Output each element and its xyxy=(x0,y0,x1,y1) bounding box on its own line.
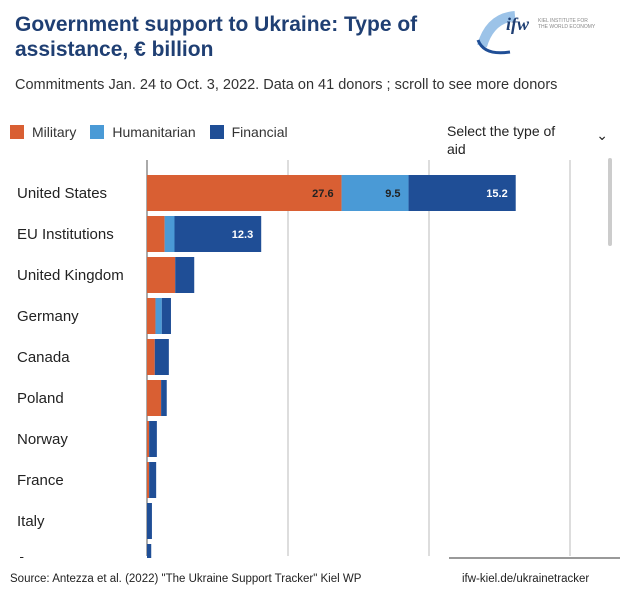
bar-military[interactable] xyxy=(147,298,156,334)
category-label: Canada xyxy=(17,349,70,366)
bar-row[interactable]: United Kingdom xyxy=(17,257,195,293)
legend-financial: Financial xyxy=(209,124,288,140)
bar-military[interactable] xyxy=(147,380,162,416)
bar-chart: United States 27.6 9.5 15.2 EU Institutions 1… xyxy=(17,160,620,560)
bar-financial[interactable] xyxy=(175,257,195,293)
legend: Military Humanitarian Financial xyxy=(10,124,288,140)
military-swatch xyxy=(10,125,24,139)
bar-row[interactable]: Canada xyxy=(17,339,169,375)
bar-row[interactable]: Italy xyxy=(17,503,152,539)
bar-financial[interactable] xyxy=(161,380,167,416)
bar-row[interactable]: United States 27.6 9.5 15.2 xyxy=(17,175,516,211)
bar-financial[interactable] xyxy=(149,421,157,457)
bar-row[interactable]: Poland xyxy=(17,380,167,416)
bar-military[interactable] xyxy=(147,216,165,252)
bar-military[interactable] xyxy=(147,462,150,498)
category-label: Japan xyxy=(17,554,58,560)
category-label: United Kingdom xyxy=(17,267,124,284)
category-label: Germany xyxy=(17,308,79,325)
bar-military[interactable] xyxy=(147,175,342,211)
category-label: EU Institutions xyxy=(17,226,114,243)
bar-financial[interactable] xyxy=(154,339,169,375)
legend-label: Financial xyxy=(231,124,288,140)
category-label: France xyxy=(17,472,64,489)
bar-military[interactable] xyxy=(147,421,150,457)
bar-row[interactable]: Japan xyxy=(17,544,152,560)
tracker-link[interactable]: ifw-kiel.de/ukrainetracker xyxy=(462,573,590,585)
legend-military: Military xyxy=(10,124,76,140)
scrollbar[interactable] xyxy=(608,158,612,246)
chevron-down-icon: ⌄ xyxy=(596,127,608,143)
ifw-logo: ifw KIEL INSTITUTE FOR THE WORLD ECONOMY xyxy=(470,8,620,58)
bar-financial[interactable] xyxy=(161,298,171,334)
bar-financial[interactable] xyxy=(174,216,262,252)
bar-financial[interactable] xyxy=(147,503,152,539)
bar-humanitarian[interactable] xyxy=(164,216,175,252)
data-label: 9.5 xyxy=(385,188,400,200)
bar-humanitarian[interactable] xyxy=(155,298,162,334)
legend-label: Military xyxy=(32,124,77,140)
financial-swatch xyxy=(209,125,224,139)
svg-text:THE WORLD ECONOMY: THE WORLD ECONOMY xyxy=(538,24,596,30)
bar-military[interactable] xyxy=(147,339,155,375)
bar-humanitarian[interactable] xyxy=(341,175,409,211)
humanitarian-swatch xyxy=(90,125,105,139)
bar-financial[interactable] xyxy=(149,462,157,498)
bar-military[interactable] xyxy=(147,257,176,293)
source-note: Source: Antezza et al. (2022) "The Ukrai… xyxy=(10,573,362,585)
bar-financial[interactable] xyxy=(408,175,516,211)
chart-title: Government support to Ukraine: Type of a… xyxy=(15,13,418,61)
data-label: 27.6 xyxy=(312,188,333,200)
svg-text:ifw: ifw xyxy=(506,14,530,34)
data-label: 12.3 xyxy=(232,229,253,241)
bar-row[interactable]: EU Institutions 12.3 xyxy=(17,216,262,252)
aid-type-select[interactable]: Select the type of aid ⌄ xyxy=(447,122,622,158)
category-label: Norway xyxy=(17,431,68,448)
bar-row[interactable]: Norway xyxy=(17,421,157,457)
data-label: 15.2 xyxy=(486,188,507,200)
category-label: Italy xyxy=(17,513,45,530)
category-label: United States xyxy=(17,185,107,202)
bar-row[interactable]: Germany xyxy=(17,298,171,334)
select-label: Select the type of aid xyxy=(447,123,556,157)
svg-text:KIEL INSTITUTE FOR: KIEL INSTITUTE FOR xyxy=(538,18,588,24)
chart-subtitle: Commitments Jan. 24 to Oct. 3, 2022. Dat… xyxy=(15,77,558,93)
bar-financial[interactable] xyxy=(147,544,152,560)
legend-label: Humanitarian xyxy=(112,124,196,140)
legend-humanitarian: Humanitarian xyxy=(90,124,196,140)
category-label: Poland xyxy=(17,390,64,407)
bar-row[interactable]: France xyxy=(17,462,157,498)
